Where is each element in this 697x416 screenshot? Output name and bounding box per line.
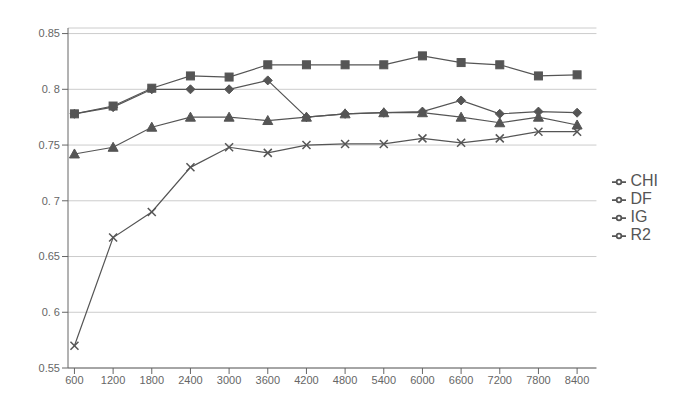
svg-text:0. 7: 0. 7 — [42, 195, 60, 207]
svg-text:6600: 6600 — [449, 374, 473, 386]
svg-text:600: 600 — [65, 374, 83, 386]
html-text:DF: DF — [630, 190, 652, 207]
svg-text:3600: 3600 — [256, 374, 280, 386]
svg-text:4200: 4200 — [294, 374, 318, 386]
svg-text:0. 8: 0. 8 — [42, 83, 60, 95]
svg-text:0.75: 0.75 — [39, 139, 60, 151]
svg-text:6000: 6000 — [410, 374, 434, 386]
svg-text:3000: 3000 — [217, 374, 241, 386]
svg-text:0.85: 0.85 — [39, 27, 60, 39]
svg-text:0.55: 0.55 — [39, 362, 60, 374]
svg-text:1800: 1800 — [140, 374, 164, 386]
svg-text:7800: 7800 — [526, 374, 550, 386]
html-text:R2: R2 — [630, 226, 651, 243]
svg-text:5400: 5400 — [372, 374, 396, 386]
svg-text:2400: 2400 — [178, 374, 202, 386]
svg-text:0.65: 0.65 — [39, 250, 60, 262]
svg-text:4800: 4800 — [333, 374, 357, 386]
svg-text:7200: 7200 — [488, 374, 512, 386]
svg-text:8400: 8400 — [565, 374, 589, 386]
html-text:CHI: CHI — [630, 172, 658, 189]
svg-text:1200: 1200 — [101, 374, 125, 386]
svg-text:0. 6: 0. 6 — [42, 306, 60, 318]
html-text:IG: IG — [630, 208, 648, 225]
